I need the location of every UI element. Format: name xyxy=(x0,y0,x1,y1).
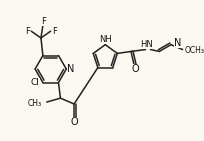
Text: NH: NH xyxy=(99,35,111,44)
Text: N: N xyxy=(173,38,180,48)
Text: N: N xyxy=(66,64,73,74)
Text: Cl: Cl xyxy=(31,78,39,87)
Text: O: O xyxy=(130,64,138,74)
Text: F: F xyxy=(25,27,30,36)
Text: F: F xyxy=(52,27,57,36)
Text: HN: HN xyxy=(140,40,152,49)
Text: O: O xyxy=(70,117,78,126)
Text: CH₃: CH₃ xyxy=(28,99,42,108)
Text: OCH₃: OCH₃ xyxy=(183,46,203,55)
Text: F: F xyxy=(41,17,46,26)
